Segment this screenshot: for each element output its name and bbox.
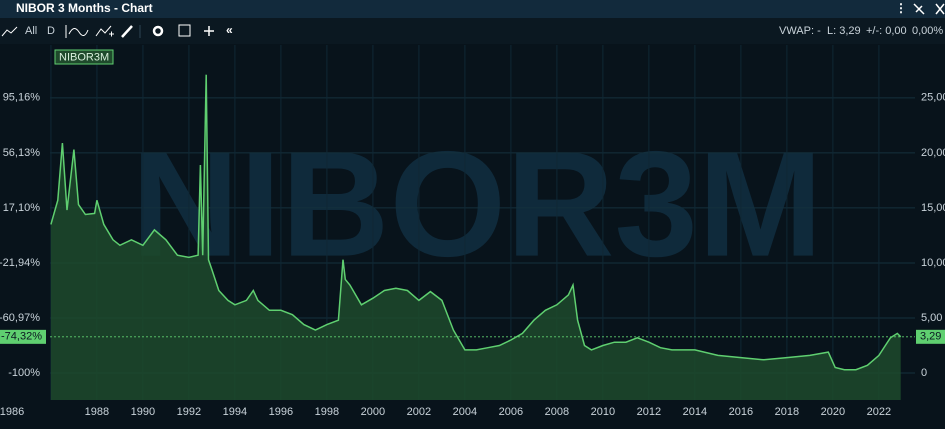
y-tick-label: 20,00 — [921, 147, 945, 159]
x-tick-label: 2000 — [361, 406, 385, 418]
x-tick-label: 2016 — [729, 406, 753, 418]
x-tick-label: 2006 — [499, 406, 523, 418]
layout-icon[interactable] — [178, 24, 191, 37]
menu-icon[interactable]: ⋮ — [895, 1, 907, 15]
y2-tick-label: 17,10% — [3, 202, 41, 214]
line — [50, 74, 902, 371]
vwap-label: VWAP: - — [779, 25, 821, 37]
range-button[interactable]: All — [25, 25, 37, 37]
close-icon[interactable] — [935, 3, 945, 15]
x-tick-label: 2004 — [453, 406, 477, 418]
x-tick-label: 1996 — [269, 406, 293, 418]
y2-tick-label: -60,97% — [0, 312, 40, 324]
collapse-icon[interactable]: « — [226, 23, 233, 37]
toolbar — [0, 18, 945, 44]
y2-tick-label: -100% — [8, 367, 40, 379]
x-tick-label: 1990 — [131, 406, 155, 418]
x-tick-label: 1992 — [177, 406, 201, 418]
last-change-box — [0, 329, 46, 344]
watermark: NIBOR3M — [131, 120, 823, 288]
x-tick-label: 1986 — [0, 406, 24, 418]
y-tick-label: 0 — [921, 367, 927, 379]
x-tick-label: 2022 — [867, 406, 891, 418]
y2-tick-label: 95,16% — [3, 92, 41, 104]
crosshair-icon[interactable] — [204, 26, 214, 36]
legend-label: NIBOR3M — [59, 51, 109, 63]
x-tick-label: 1998 — [315, 406, 339, 418]
y-tick-label: 10,00 — [921, 257, 945, 269]
x-tick-label: 2012 — [637, 406, 661, 418]
change-label: +/-: 0,00 — [866, 25, 907, 37]
last-label: L: 3,29 — [827, 25, 861, 37]
y-tick-label: 25,00 — [921, 92, 945, 104]
draw-icon[interactable] — [121, 25, 133, 38]
x-tick-label: 2018 — [775, 406, 799, 418]
legend-box — [54, 49, 114, 65]
x-tick-label: 1994 — [223, 406, 247, 418]
y-tick-label: 5,00 — [921, 312, 942, 324]
last-value-label: 3,29 — [920, 331, 941, 343]
x-tick-label: 2002 — [407, 406, 431, 418]
interval-button[interactable]: D — [47, 25, 55, 37]
x-tick-label: 2008 — [545, 406, 569, 418]
y-tick-label: 15,00 — [921, 202, 945, 214]
x-tick-label: 2010 — [591, 406, 615, 418]
change-pct-label: 0,00% — [912, 25, 943, 37]
pin-icon[interactable] — [913, 3, 925, 15]
add-study-icon[interactable] — [95, 25, 114, 37]
y2-tick-label: -21,94% — [0, 257, 40, 269]
indicator-icon[interactable] — [65, 25, 89, 38]
last-value-box — [916, 329, 945, 344]
chart-type-icon[interactable] — [1, 26, 18, 37]
x-tick-label: 1988 — [85, 406, 109, 418]
y2-tick-label: 56,13% — [3, 147, 41, 159]
window-title: NIBOR 3 Months - Chart — [16, 1, 153, 15]
title-bar — [0, 0, 945, 18]
settings-icon[interactable] — [152, 25, 164, 37]
last-change-label: -74,32% — [1, 331, 42, 343]
area — [50, 74, 901, 400]
x-tick-label: 2014 — [683, 406, 707, 418]
x-tick-label: 2020 — [821, 406, 845, 418]
